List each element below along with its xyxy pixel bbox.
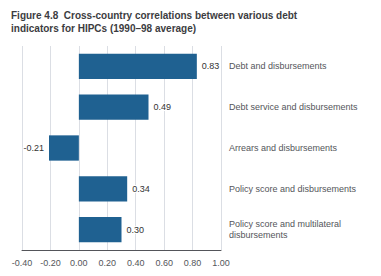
svg-text:1.00: 1.00 xyxy=(212,258,230,268)
svg-text:Policy score and disbursements: Policy score and disbursements xyxy=(229,184,357,194)
svg-text:0.00: 0.00 xyxy=(70,258,88,268)
svg-text:0.60: 0.60 xyxy=(155,258,173,268)
svg-text:0.40: 0.40 xyxy=(127,258,145,268)
svg-text:Debt service and disbursements: Debt service and disbursements xyxy=(229,102,358,112)
svg-text:-0.21: -0.21 xyxy=(23,143,44,153)
svg-text:Figure 4.8 Cross-country corr: Figure 4.8 Cross-country correlations be… xyxy=(11,10,298,21)
svg-text:-0.40: -0.40 xyxy=(12,258,33,268)
svg-text:0.34: 0.34 xyxy=(132,184,150,194)
svg-text:Arrears and disbursements: Arrears and disbursements xyxy=(229,143,338,153)
svg-text:indicators for HIPCs (1990–98: indicators for HIPCs (1990–98 average) xyxy=(11,23,196,34)
svg-text:-0.20: -0.20 xyxy=(40,258,61,268)
svg-text:disbursements: disbursements xyxy=(229,230,288,240)
svg-text:0.49: 0.49 xyxy=(154,102,172,112)
svg-text:0.80: 0.80 xyxy=(184,258,202,268)
svg-text:Policy score and multilateral: Policy score and multilateral xyxy=(229,219,341,229)
svg-text:0.20: 0.20 xyxy=(99,258,117,268)
svg-text:Debt and disbursements: Debt and disbursements xyxy=(229,61,327,71)
svg-text:0.30: 0.30 xyxy=(127,225,145,235)
svg-text:0.83: 0.83 xyxy=(202,61,220,71)
